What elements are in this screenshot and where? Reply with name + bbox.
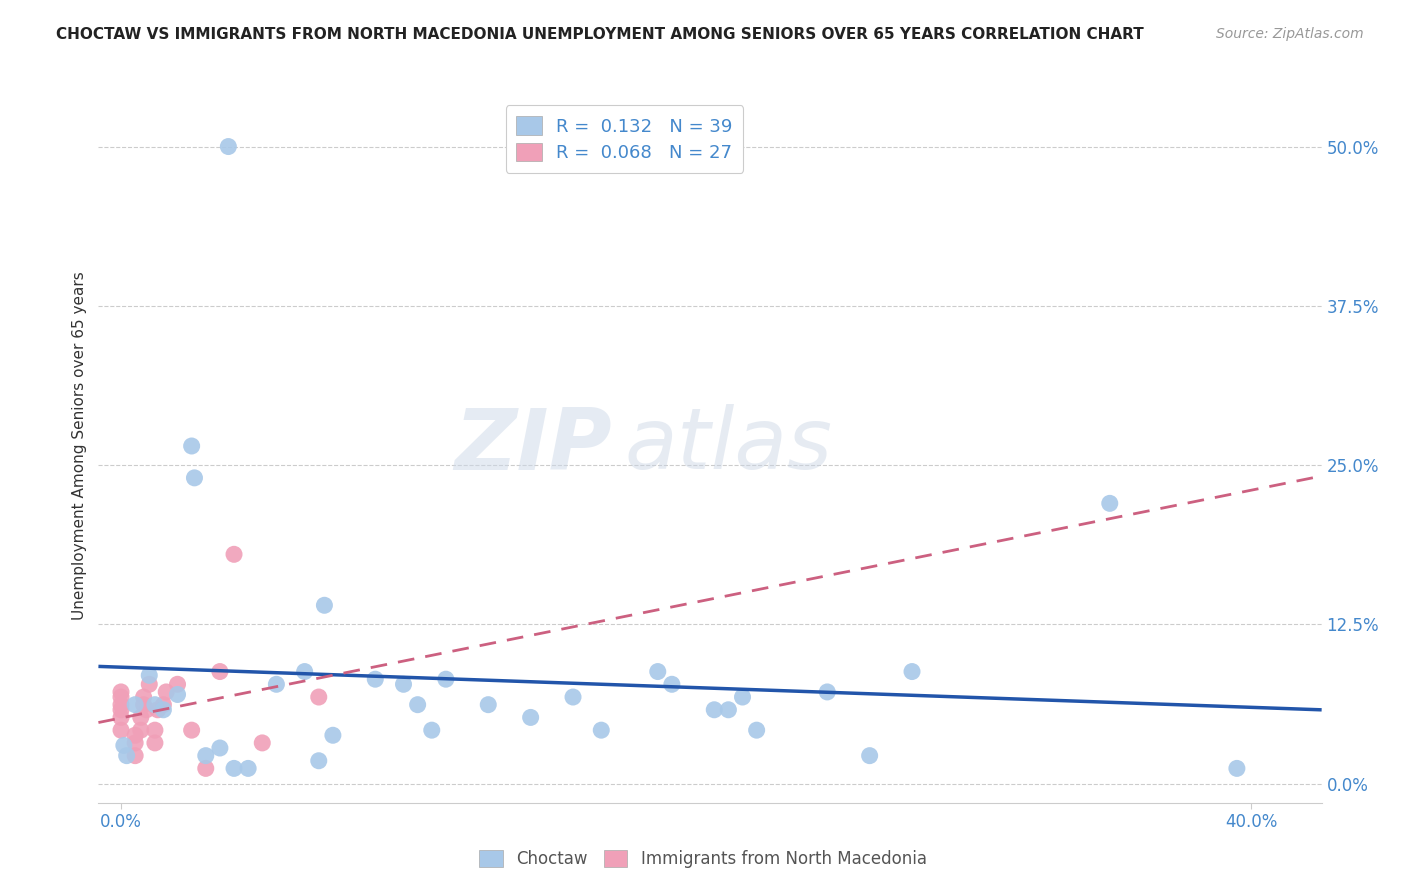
Point xyxy=(222,761,245,775)
Point xyxy=(647,665,669,679)
Point xyxy=(143,723,166,738)
Point xyxy=(146,703,169,717)
Point xyxy=(129,710,152,724)
Text: atlas: atlas xyxy=(624,404,832,488)
Legend: Choctaw, Immigrants from North Macedonia: Choctaw, Immigrants from North Macedonia xyxy=(472,843,934,875)
Point xyxy=(166,688,188,702)
Point xyxy=(222,547,245,561)
Point xyxy=(132,690,155,704)
Point xyxy=(703,703,725,717)
Point xyxy=(208,741,231,756)
Point xyxy=(314,599,336,613)
Y-axis label: Unemployment Among Seniors over 65 years: Unemployment Among Seniors over 65 years xyxy=(72,272,87,620)
Point xyxy=(110,685,132,699)
Point xyxy=(194,761,217,775)
Point xyxy=(420,723,443,738)
Point xyxy=(294,665,316,679)
Point xyxy=(132,698,155,712)
Point xyxy=(194,748,217,763)
Point xyxy=(434,672,457,686)
Point xyxy=(392,677,415,691)
Point xyxy=(1226,761,1249,775)
Point xyxy=(180,723,202,738)
Point xyxy=(143,736,166,750)
Point xyxy=(135,703,157,717)
Point xyxy=(115,748,138,763)
Point xyxy=(308,754,330,768)
Point xyxy=(183,471,205,485)
Point xyxy=(129,723,152,738)
Point xyxy=(519,710,541,724)
Point xyxy=(152,698,174,712)
Point xyxy=(477,698,499,712)
Point xyxy=(406,698,429,712)
Point xyxy=(155,685,177,699)
Point xyxy=(110,703,132,717)
Point xyxy=(124,748,146,763)
Legend: R =  0.132   N = 39, R =  0.068   N = 27: R = 0.132 N = 39, R = 0.068 N = 27 xyxy=(506,105,744,173)
Point xyxy=(166,677,188,691)
Point xyxy=(124,698,146,712)
Point xyxy=(1098,496,1121,510)
Point xyxy=(143,698,166,712)
Point xyxy=(859,748,882,763)
Point xyxy=(217,139,239,153)
Point xyxy=(110,690,132,704)
Point xyxy=(661,677,683,691)
Point xyxy=(138,677,160,691)
Point xyxy=(901,665,924,679)
Point xyxy=(180,439,202,453)
Point xyxy=(364,672,387,686)
Point xyxy=(745,723,768,738)
Text: Source: ZipAtlas.com: Source: ZipAtlas.com xyxy=(1216,27,1364,41)
Point xyxy=(110,698,132,712)
Point xyxy=(124,736,146,750)
Point xyxy=(815,685,838,699)
Point xyxy=(138,668,160,682)
Point xyxy=(252,736,274,750)
Point xyxy=(591,723,613,738)
Point xyxy=(124,728,146,742)
Point xyxy=(562,690,585,704)
Text: ZIP: ZIP xyxy=(454,404,612,488)
Point xyxy=(266,677,288,691)
Point xyxy=(236,761,259,775)
Point xyxy=(152,703,174,717)
Point xyxy=(110,723,132,738)
Point xyxy=(112,739,135,753)
Point xyxy=(717,703,740,717)
Point xyxy=(731,690,754,704)
Point xyxy=(110,710,132,724)
Point xyxy=(322,728,344,742)
Text: CHOCTAW VS IMMIGRANTS FROM NORTH MACEDONIA UNEMPLOYMENT AMONG SENIORS OVER 65 YE: CHOCTAW VS IMMIGRANTS FROM NORTH MACEDON… xyxy=(56,27,1144,42)
Point xyxy=(308,690,330,704)
Point xyxy=(208,665,231,679)
